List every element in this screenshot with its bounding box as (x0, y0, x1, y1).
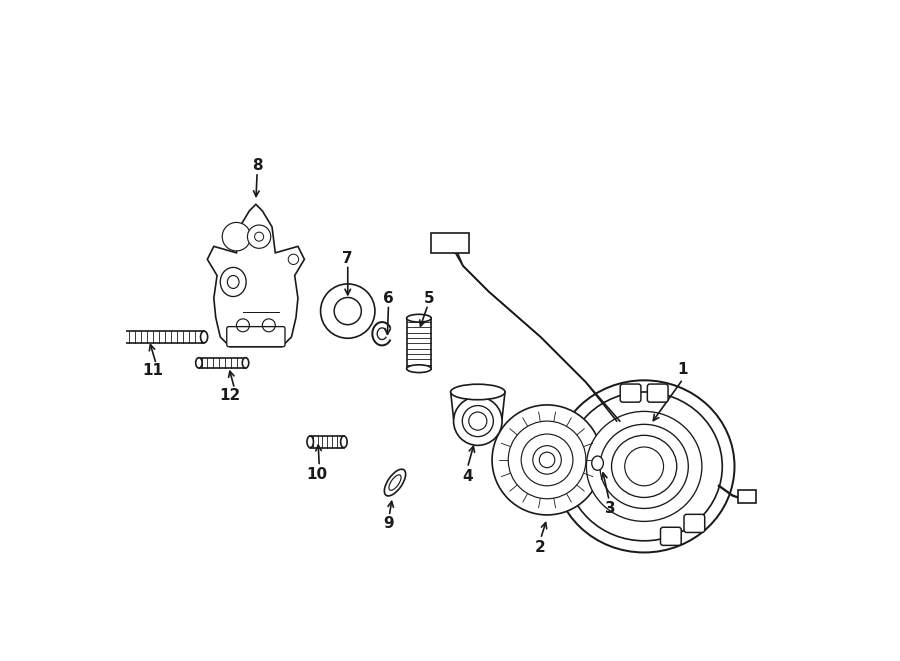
Ellipse shape (451, 384, 505, 400)
Ellipse shape (463, 406, 493, 437)
Ellipse shape (242, 358, 248, 368)
Text: 10: 10 (307, 467, 328, 482)
Text: 12: 12 (220, 388, 240, 403)
FancyBboxPatch shape (661, 527, 681, 545)
FancyBboxPatch shape (227, 327, 285, 346)
Circle shape (539, 452, 554, 468)
Text: 7: 7 (342, 251, 353, 266)
Ellipse shape (611, 436, 677, 498)
Ellipse shape (340, 436, 347, 447)
Ellipse shape (600, 424, 688, 508)
Ellipse shape (587, 451, 608, 475)
Ellipse shape (591, 456, 603, 470)
Text: 11: 11 (142, 363, 163, 378)
Ellipse shape (469, 412, 487, 430)
Ellipse shape (220, 268, 247, 297)
Ellipse shape (566, 392, 723, 541)
Text: 9: 9 (383, 516, 394, 531)
Text: 8: 8 (252, 158, 263, 173)
Ellipse shape (407, 315, 431, 322)
FancyBboxPatch shape (647, 384, 668, 402)
Circle shape (320, 284, 375, 338)
Text: 2: 2 (536, 540, 546, 555)
Bar (407, 318, 431, 369)
FancyBboxPatch shape (620, 384, 641, 402)
Text: 5: 5 (424, 291, 435, 305)
Bar (430, 233, 470, 254)
Circle shape (248, 225, 271, 249)
Bar (310, 436, 344, 447)
Bar (120, 331, 204, 343)
Circle shape (625, 447, 663, 486)
FancyBboxPatch shape (684, 514, 705, 533)
Bar (199, 358, 246, 368)
Ellipse shape (454, 397, 502, 446)
Circle shape (533, 446, 562, 474)
Text: 4: 4 (463, 469, 473, 484)
Ellipse shape (587, 411, 702, 522)
Ellipse shape (201, 331, 208, 343)
Circle shape (508, 421, 586, 499)
Text: 3: 3 (605, 501, 616, 516)
Ellipse shape (384, 469, 406, 496)
Text: 1: 1 (678, 362, 688, 377)
Text: 6: 6 (383, 291, 394, 305)
Ellipse shape (307, 436, 313, 447)
Ellipse shape (407, 365, 431, 373)
Bar (738, 490, 756, 503)
Circle shape (521, 434, 573, 486)
Ellipse shape (116, 331, 123, 343)
Ellipse shape (195, 358, 203, 368)
Polygon shape (207, 204, 304, 346)
Circle shape (222, 223, 251, 251)
Circle shape (334, 297, 361, 325)
Circle shape (492, 405, 602, 515)
